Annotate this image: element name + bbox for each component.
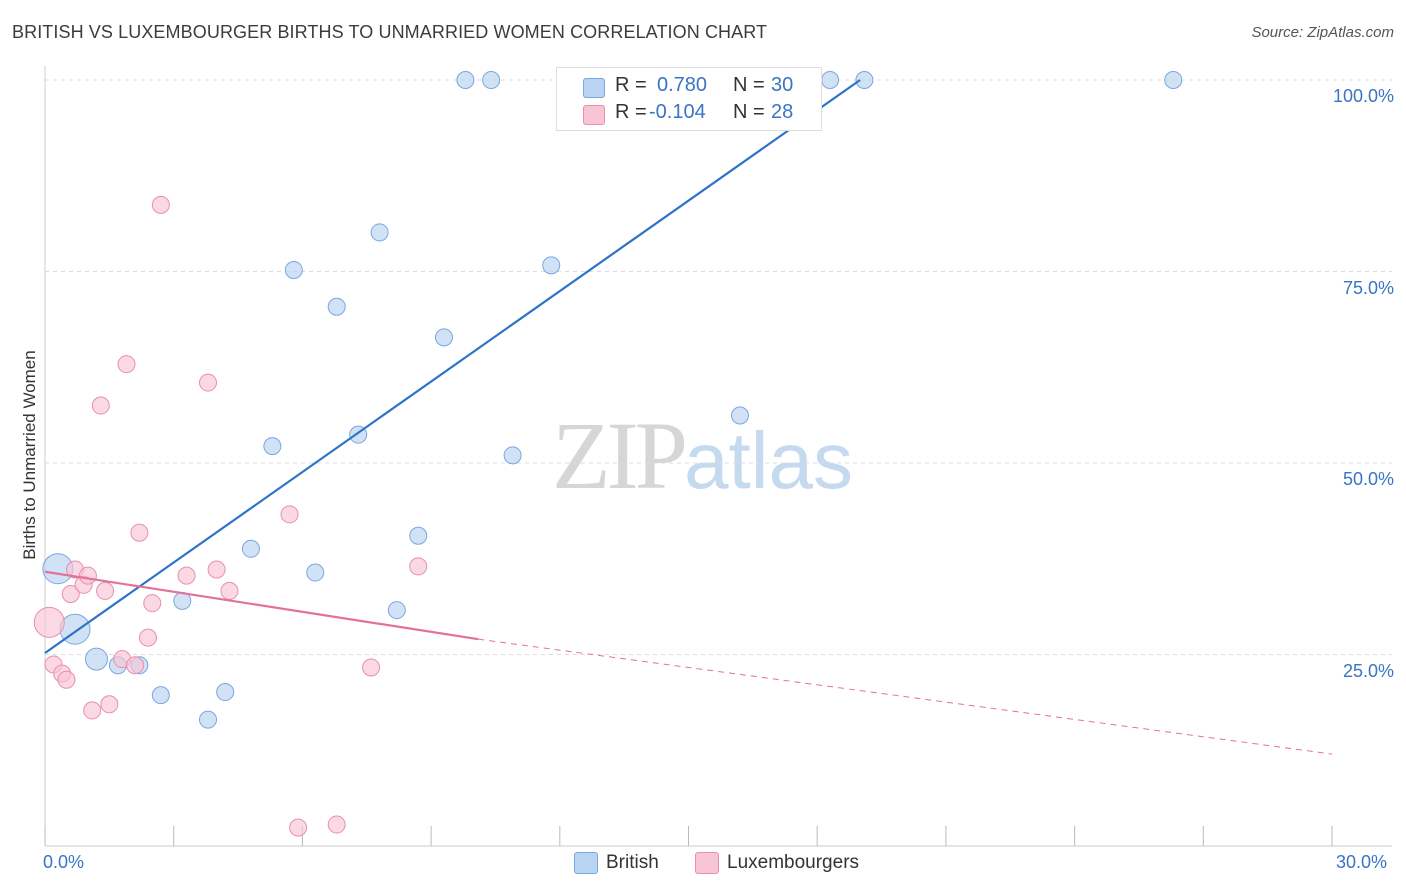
watermark-atlas: atlas bbox=[684, 416, 853, 505]
british-point bbox=[503, 446, 522, 465]
british-point bbox=[84, 647, 108, 671]
luxembourgers-point bbox=[409, 557, 428, 576]
x-tick-label-min: 0.0% bbox=[43, 852, 85, 872]
watermark-zip: ZIP bbox=[552, 402, 688, 509]
legend-r-value: -0.104 bbox=[649, 101, 706, 123]
british-point bbox=[456, 71, 475, 89]
luxembourgers-point bbox=[83, 701, 102, 720]
british-point bbox=[821, 71, 840, 89]
luxembourgers-legend-label: Luxembourgers bbox=[727, 852, 860, 873]
luxembourgers-point bbox=[280, 505, 299, 524]
luxembourgers-point bbox=[289, 818, 308, 837]
legend-n-label: N = bbox=[733, 74, 765, 96]
british-point bbox=[199, 710, 218, 729]
british-point bbox=[1164, 71, 1183, 89]
legend-r-label: R = bbox=[615, 74, 647, 96]
british-point bbox=[434, 328, 453, 347]
y-tick-label: 100.0% bbox=[1332, 86, 1394, 106]
luxembourgers-point bbox=[78, 566, 97, 585]
british-point bbox=[306, 563, 325, 582]
luxembourgers-point bbox=[33, 606, 65, 638]
british-legend-swatch bbox=[574, 852, 598, 874]
legend-r-value: 0.780 bbox=[657, 74, 708, 96]
british-point bbox=[216, 683, 235, 702]
luxembourgers-point bbox=[220, 581, 239, 600]
british-point bbox=[387, 601, 406, 620]
luxembourgers-swatch bbox=[583, 105, 605, 125]
british-point bbox=[263, 437, 282, 456]
chart-title: BRITISH VS LUXEMBOURGER BIRTHS TO UNMARR… bbox=[12, 22, 768, 42]
luxembourgers-point bbox=[57, 670, 76, 689]
british-point bbox=[855, 71, 874, 89]
british-point bbox=[409, 526, 428, 545]
luxembourgers-trend-extension bbox=[478, 638, 1333, 755]
luxembourgers-trend-line bbox=[44, 570, 479, 641]
british-point bbox=[482, 71, 501, 89]
british-point bbox=[151, 686, 170, 705]
luxembourgers-point bbox=[177, 566, 196, 585]
luxembourgers-point bbox=[327, 815, 346, 834]
source-label: Source: ZipAtlas.com bbox=[1251, 24, 1394, 41]
luxembourgers-point bbox=[117, 355, 136, 374]
legend-n-value: 28 bbox=[771, 101, 794, 123]
british-point bbox=[241, 539, 260, 558]
watermark: ZIPatlas bbox=[552, 400, 853, 511]
y-tick-label: 75.0% bbox=[1342, 277, 1394, 298]
luxembourgers-point bbox=[143, 594, 162, 613]
y-tick-label: 50.0% bbox=[1342, 469, 1394, 489]
luxembourgers-point bbox=[61, 584, 80, 603]
luxembourgers-point bbox=[151, 195, 170, 214]
british-trend-line bbox=[44, 79, 861, 654]
legend-n-value: 30 bbox=[771, 74, 794, 96]
british-point bbox=[284, 260, 303, 279]
british-legend-label: British bbox=[606, 852, 659, 873]
x-tick-label-max: 30.0% bbox=[1336, 852, 1388, 872]
british-swatch bbox=[583, 78, 605, 98]
british-point bbox=[730, 406, 749, 425]
british-point bbox=[542, 256, 561, 275]
legend-row-british: R = 0.780 N = 30 bbox=[557, 74, 821, 100]
luxembourgers-point bbox=[138, 628, 157, 647]
luxembourgers-point bbox=[100, 695, 119, 714]
legend-row-luxembourgers: R = -0.104 N = 28 bbox=[557, 101, 821, 127]
legend-n-label: N = bbox=[733, 101, 765, 123]
luxembourgers-point bbox=[207, 560, 226, 579]
points-layer bbox=[33, 71, 1183, 837]
british-point bbox=[327, 297, 346, 316]
british-point bbox=[370, 223, 389, 242]
luxembourgers-point bbox=[362, 658, 381, 677]
correlation-legend: R = 0.780 N = 30 R = -0.104 N = 28 bbox=[556, 67, 822, 131]
legend-r-label: R = bbox=[615, 101, 647, 123]
luxembourgers-point bbox=[199, 373, 218, 392]
luxembourgers-point bbox=[126, 656, 145, 675]
trend-layer bbox=[44, 79, 1333, 755]
y-tick-label: 25.0% bbox=[1342, 660, 1394, 681]
luxembourgers-point bbox=[130, 523, 149, 542]
grid-layer bbox=[45, 79, 1392, 655]
axis-layer bbox=[44, 66, 1392, 847]
luxembourgers-legend-swatch bbox=[695, 852, 719, 874]
luxembourgers-point bbox=[91, 396, 110, 415]
luxembourgers-point bbox=[96, 581, 115, 600]
